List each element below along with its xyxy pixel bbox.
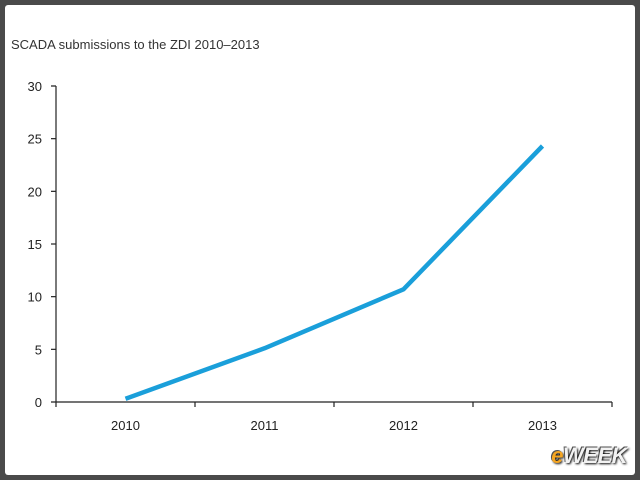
y-tick-label: 10: [28, 290, 42, 305]
x-tick-label: 2010: [111, 418, 140, 433]
chart-axes: 0 5 10 15 20 25 30 2010 2011 2012 2013: [28, 79, 613, 433]
y-tick-label: 25: [28, 132, 42, 147]
x-tick-label: 2013: [528, 418, 557, 433]
eweek-logo: eWEEK: [551, 443, 627, 468]
series-line: [124, 144, 545, 401]
y-tick-label: 0: [35, 395, 42, 410]
x-tick-label: 2011: [251, 418, 279, 433]
chart-title: SCADA submissions to the ZDI 2010–2013: [11, 37, 260, 52]
y-tick-label: 30: [28, 79, 42, 94]
slide-panel: SCADA submissions to the ZDI 2010–2013 0…: [5, 5, 635, 475]
y-tick-label: 15: [28, 237, 42, 252]
chart-series: [124, 144, 545, 401]
x-tick-label: 2012: [389, 418, 418, 433]
y-tick-label: 20: [28, 184, 42, 199]
line-chart: 0 5 10 15 20 25 30 2010 2011 2012 2013: [28, 79, 613, 433]
y-tick-label: 5: [35, 342, 42, 357]
